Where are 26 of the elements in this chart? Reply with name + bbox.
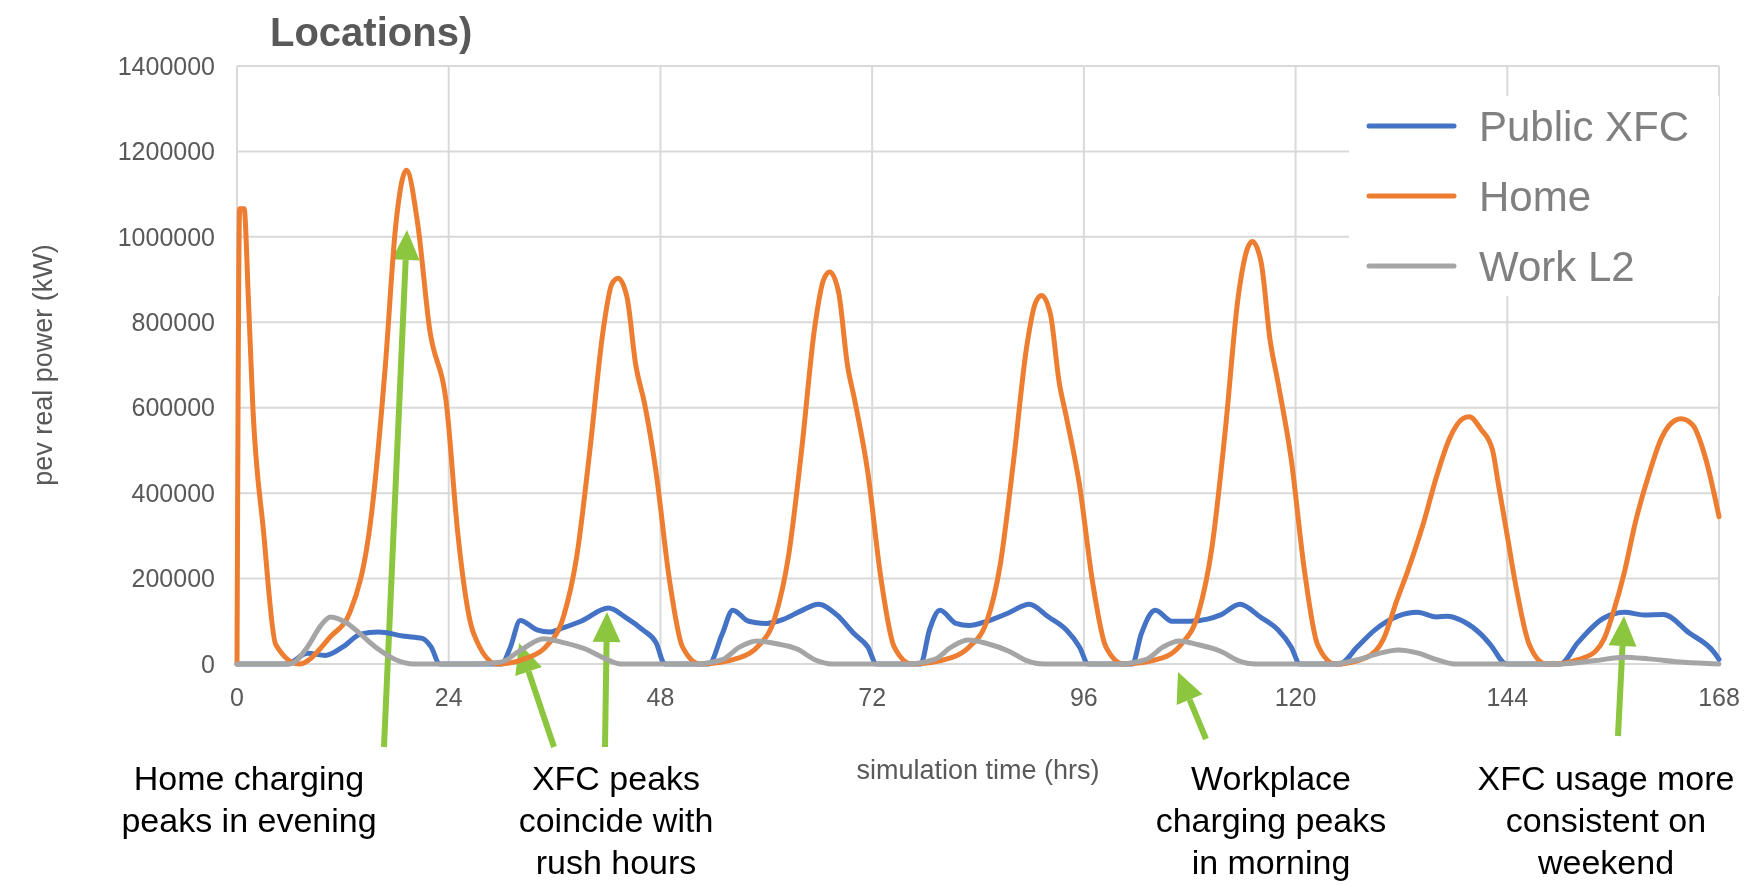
x-tick-label: 0 xyxy=(230,683,244,711)
text: Home charging peaks in evening xyxy=(121,759,377,839)
y-axis-title: pev real power (kW) xyxy=(28,244,58,486)
x-tick-label: 24 xyxy=(434,683,463,711)
text: XFC usage more consistent on weekend xyxy=(1477,759,1735,881)
text: XFC peaks coincide with rush hours xyxy=(518,759,714,881)
y-tick-label: 600000 xyxy=(131,393,215,422)
x-tick-label: 144 xyxy=(1486,683,1529,711)
y-tick-label: 1200000 xyxy=(117,137,215,166)
y-tick-label: 800000 xyxy=(131,308,215,337)
chart-title: Locations) xyxy=(270,10,473,54)
legend-label: Home xyxy=(1479,172,1592,220)
text: Workplace charging peaks in morning xyxy=(1155,759,1387,881)
y-tick-label: 0 xyxy=(201,649,215,678)
y-tick-label: 200000 xyxy=(131,564,215,593)
x-tick-label: 96 xyxy=(1069,683,1098,711)
y-tick-label: 400000 xyxy=(131,478,215,507)
x-tick-label: 48 xyxy=(646,683,675,711)
x-tick-label: 120 xyxy=(1274,683,1317,711)
x-axis-title: simulation time (hrs) xyxy=(856,755,1100,785)
legend-label: Work L2 xyxy=(1479,242,1635,290)
legend-label: Public XFC xyxy=(1479,102,1690,150)
y-tick-label: 1400000 xyxy=(117,51,215,80)
x-tick-label: 72 xyxy=(858,683,887,711)
x-tick-label: 168 xyxy=(1698,683,1740,711)
y-tick-label: 1000000 xyxy=(117,222,215,251)
